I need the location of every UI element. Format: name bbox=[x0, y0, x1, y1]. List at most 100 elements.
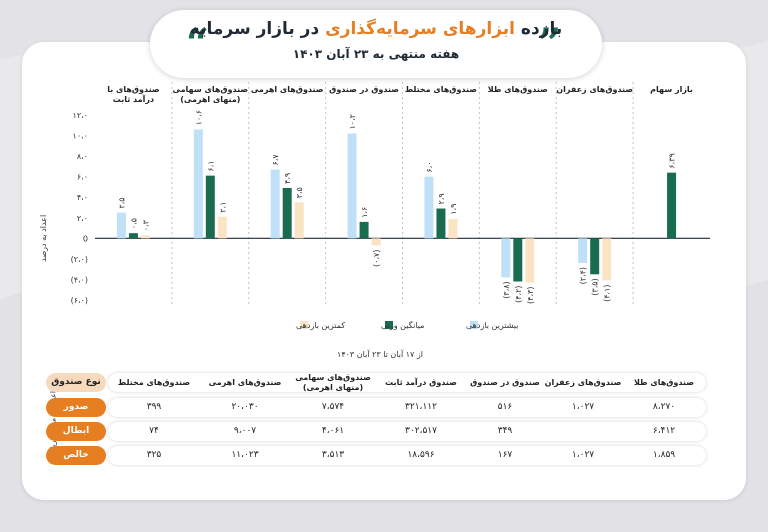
table-col-header: صندوق درآمد ثابت bbox=[385, 377, 457, 387]
bar-value-label: (۳،۵) bbox=[591, 278, 600, 295]
y-axis-label: اعداد به درصد bbox=[39, 215, 48, 262]
legend-label: میانگین وزنی bbox=[381, 320, 424, 330]
table-cell: ۳،۵۱۳ bbox=[321, 450, 345, 460]
bar bbox=[140, 235, 150, 239]
table-subtitle: از ۱۷ آبان تا ۲۳ آبان ۱۴۰۳ bbox=[337, 350, 423, 359]
bar bbox=[294, 202, 304, 239]
table-cell: ۱،۰۲۷ bbox=[571, 402, 595, 412]
bar bbox=[667, 172, 677, 239]
bar bbox=[347, 133, 357, 239]
bar-value-label: ۶،۷ bbox=[271, 154, 280, 166]
bar bbox=[424, 176, 434, 239]
bar bbox=[371, 238, 381, 246]
y-tick-label: ۴،۰ bbox=[77, 193, 88, 202]
bar-value-label: ۱،۶ bbox=[360, 207, 369, 218]
y-tick-label: ۲،۰ bbox=[77, 214, 88, 223]
category-label: درآمد ثابت bbox=[113, 94, 154, 104]
bar bbox=[359, 221, 369, 239]
bar-value-label: (۳،۸) bbox=[502, 281, 511, 298]
table-col-header: صندوق‌های سهامی (منهای اهرمی) bbox=[295, 372, 371, 392]
bar bbox=[116, 212, 126, 239]
page-subtitle: هفته منتهی به ۲۳ آبان ۱۴۰۳ bbox=[292, 47, 460, 61]
table-cell: ۳۴۹ bbox=[497, 426, 513, 436]
y-tick-label: (۴،۰) bbox=[71, 275, 88, 284]
bar bbox=[578, 238, 588, 263]
y-tick-label: (۶،۰) bbox=[71, 296, 88, 305]
y-tick-label: ۶،۰ bbox=[77, 173, 88, 182]
table-row: ۶،۴۱۲ ۳۴۹ ۳۰۲،۵۱۷ ۴،۰۶۱ ۹،۰۰۷ ۷۴ bbox=[108, 422, 706, 441]
y-tick-label: ۱۲،۰ bbox=[73, 111, 88, 120]
table-cell: ۳۰۲،۵۱۷ bbox=[405, 426, 437, 436]
table-row: ۸،۲۷۰ ۱،۰۲۷ ۵۱۶ ۳۲۱،۱۱۲ ۷،۵۷۴ ۲۰،۰۳۰ ۳۹۹ bbox=[108, 398, 706, 417]
y-tick-label: (۲،۰) bbox=[71, 255, 88, 264]
bar-value-label: ۱،۹ bbox=[449, 204, 458, 215]
legend-swatch bbox=[300, 321, 308, 329]
table-header-label: نوع صندوق bbox=[46, 373, 106, 392]
bar-value-label: (۰،۷) bbox=[372, 250, 381, 267]
table-row: ۱،۸۵۹ ۱،۰۲۷ ۱۶۷ ۱۸،۵۹۶ ۳،۵۱۳ ۱۱،۰۲۳ ۳۲۵ bbox=[108, 446, 706, 465]
quote-left-icon: “ bbox=[186, 20, 210, 67]
table-row-label: ابطال bbox=[46, 422, 106, 441]
bar-value-label: ۱۰،۶ bbox=[194, 110, 203, 125]
bar-value-label: ۶،۰ bbox=[425, 161, 434, 172]
table-header-row: صندوق‌های طلا صندوق‌های زعفران صندوق در … bbox=[108, 373, 706, 392]
table-cell bbox=[544, 422, 622, 441]
bar bbox=[501, 238, 511, 278]
quote-right-icon: ” bbox=[538, 20, 562, 67]
table-cell: ۱،۸۵۹ bbox=[652, 450, 676, 460]
table-cell: ۶،۴۱۲ bbox=[652, 426, 676, 436]
category-label: صندوق در صندوق bbox=[329, 85, 399, 94]
bar-value-label: ۲،۵ bbox=[117, 197, 126, 208]
bar-value-label: (۲،۴) bbox=[579, 267, 588, 284]
bar-value-label: ۴،۹ bbox=[283, 173, 292, 184]
legend-swatch bbox=[470, 321, 478, 329]
table-row-label: صدور bbox=[46, 398, 106, 417]
legend-label: کمترین بازدهی bbox=[296, 321, 345, 330]
y-tick-label: 0 bbox=[83, 234, 88, 243]
bar bbox=[525, 238, 535, 283]
table-col-header: صندوق‌های طلا bbox=[633, 377, 695, 387]
table-cell: ۷،۵۷۴ bbox=[321, 402, 345, 412]
table-col-header: صندوق‌های زعفران bbox=[544, 377, 622, 387]
table-col-header: صندوق‌های مختلط bbox=[117, 377, 191, 387]
bar bbox=[193, 129, 203, 239]
page-title: بازده ابزارهای سرمایه‌گذاری در بازار سرم… bbox=[189, 19, 563, 39]
bar bbox=[602, 238, 612, 281]
bar bbox=[128, 233, 138, 239]
category-label: صندوق‌های طلا bbox=[488, 85, 548, 94]
bar bbox=[513, 238, 523, 282]
table-row-label: خالص bbox=[46, 446, 106, 465]
bar bbox=[282, 187, 292, 239]
returns-bar-chart: ۱۲،۰ ۱۰،۰ ۸،۰ ۶،۰ ۴،۰ ۲،۰ 0 (۲،۰) (۴،۰) (۶،۰) اعدا… bbox=[39, 82, 710, 330]
table-cell: ۹،۰۰۷ bbox=[233, 426, 257, 436]
bar bbox=[448, 218, 458, 239]
bar-value-label: ۶،۱ bbox=[206, 160, 215, 171]
category-label: صندوق‌های اهرمی bbox=[251, 85, 324, 94]
category-label: صندوق‌های با bbox=[107, 85, 160, 94]
table-cell: ۱۶۷ bbox=[497, 450, 513, 460]
table-cell: ۱،۰۲۷ bbox=[571, 450, 595, 460]
legend-swatch bbox=[385, 321, 393, 329]
legend-label: بیشترین بازدهی bbox=[466, 321, 518, 330]
category-label: بازار سهام bbox=[650, 85, 693, 94]
y-tick-label: ۸،۰ bbox=[77, 152, 88, 161]
bar-value-label: ۰،۵ bbox=[129, 218, 138, 229]
table-cell: ۴،۰۶۱ bbox=[321, 426, 345, 436]
table-cell: ۸،۲۷۰ bbox=[652, 402, 676, 412]
category-label: (منهای اهرمی) bbox=[180, 95, 240, 104]
category-label: صندوق‌های مختلط bbox=[405, 85, 477, 94]
bar bbox=[217, 216, 227, 239]
table-cell: ۳۲۵ bbox=[146, 450, 162, 460]
table-cell: ۱۸،۵۹۶ bbox=[407, 450, 435, 460]
table-cell: ۳۲۱،۱۱۲ bbox=[405, 402, 437, 412]
bar bbox=[270, 169, 280, 239]
bar-value-label: (۴،۲) bbox=[514, 286, 523, 303]
table-cell: ۷۴ bbox=[149, 426, 159, 436]
bar-value-label: ۰،۳ bbox=[141, 219, 150, 231]
bar-value-label: ۳،۵ bbox=[295, 187, 304, 198]
bar-value-label: ۱۰،۲ bbox=[348, 114, 357, 129]
bar-value-label: (۴،۳) bbox=[526, 287, 535, 304]
bar bbox=[205, 175, 215, 239]
table-cell: ۱۱،۰۲۳ bbox=[231, 450, 259, 460]
table-col-header: صندوق در صندوق bbox=[470, 377, 540, 387]
